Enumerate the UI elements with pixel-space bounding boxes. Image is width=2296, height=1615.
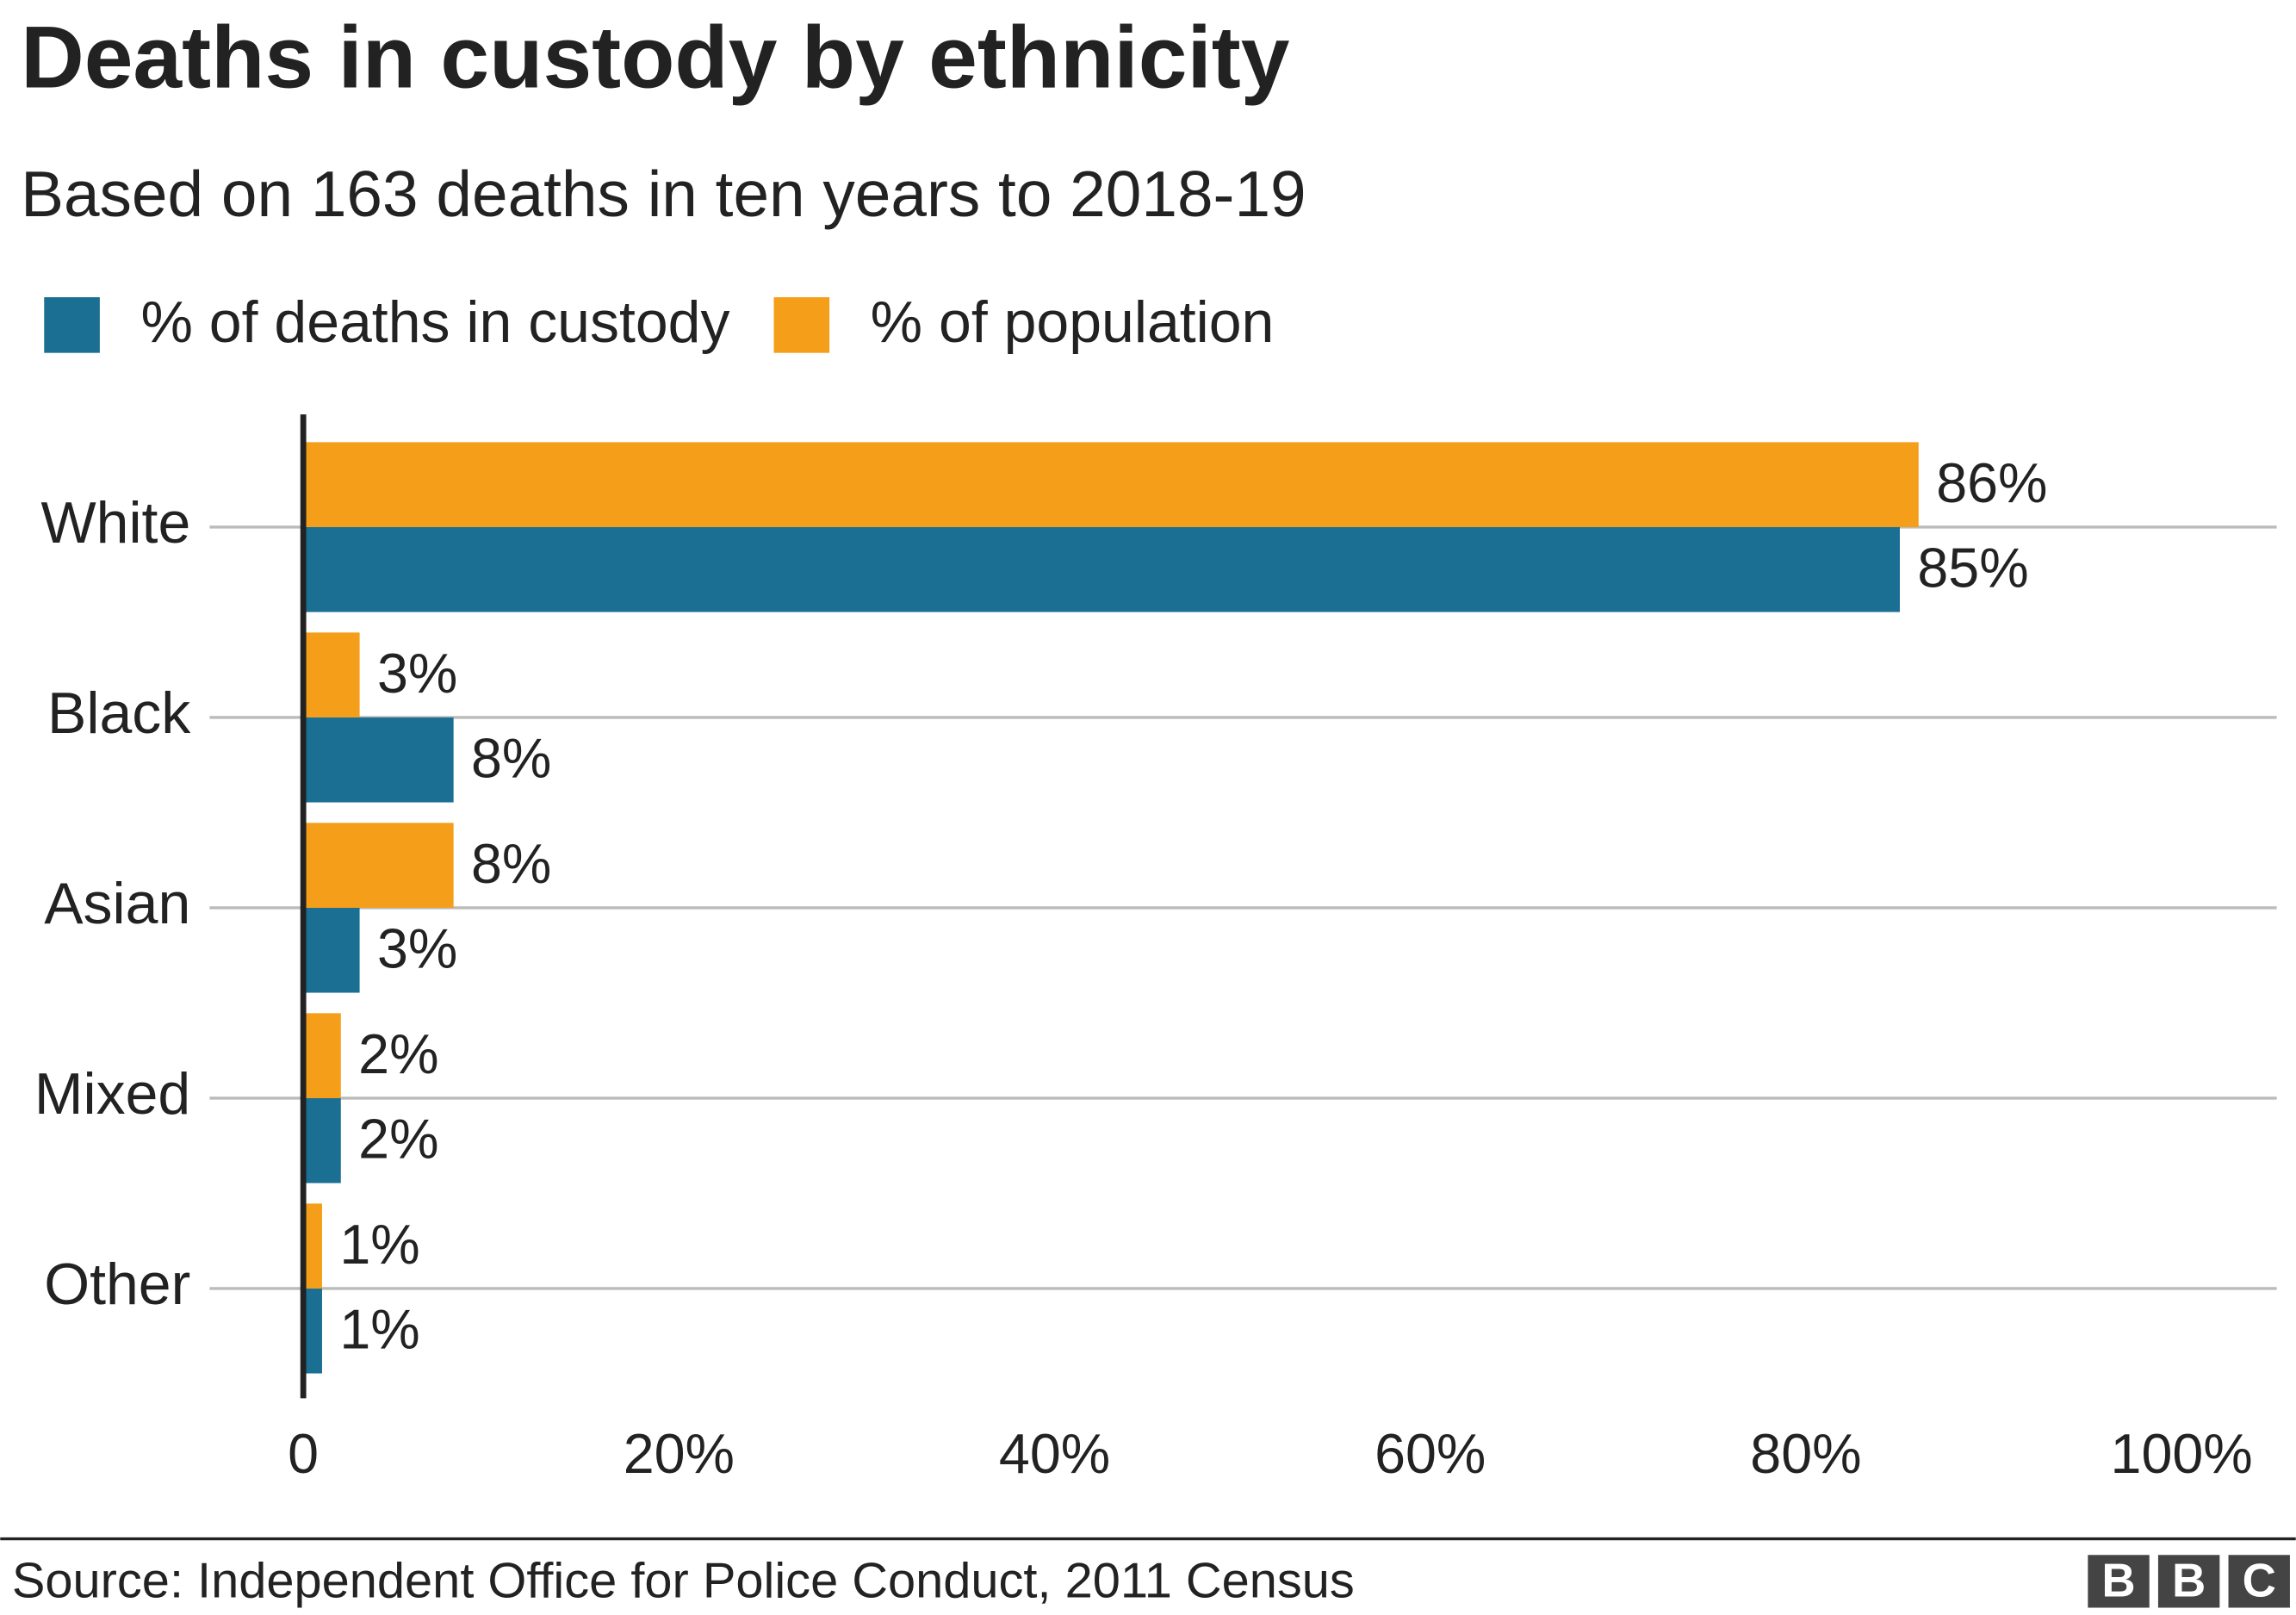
chart-title: Deaths in custody by ethnicity bbox=[21, 9, 1290, 107]
y-tick-label: Other bbox=[44, 1252, 190, 1317]
bar bbox=[303, 717, 454, 803]
chart-subtitle: Based on 163 deaths in ten years to 2018… bbox=[21, 158, 1306, 230]
bar bbox=[303, 526, 1900, 612]
y-tick-label: Black bbox=[47, 680, 191, 746]
y-tick-label: Asian bbox=[44, 871, 190, 936]
value-label: 2% bbox=[358, 1109, 438, 1171]
legend-swatch bbox=[44, 297, 100, 353]
logo-box bbox=[2157, 1555, 2220, 1608]
bar bbox=[303, 907, 360, 993]
y-tick-label: Mixed bbox=[34, 1061, 190, 1127]
logo-box bbox=[2228, 1555, 2290, 1608]
bar bbox=[303, 1203, 322, 1289]
value-label: 2% bbox=[358, 1023, 438, 1085]
y-tick-label: White bbox=[40, 490, 190, 556]
logo-letter: B bbox=[2172, 1555, 2206, 1607]
logo-letter: C bbox=[2243, 1555, 2276, 1607]
x-tick-label: 100% bbox=[2111, 1423, 2253, 1485]
bar bbox=[303, 1097, 341, 1183]
bar bbox=[303, 632, 360, 717]
bar bbox=[303, 442, 1919, 527]
legend-label: % of deaths in custody bbox=[140, 289, 729, 355]
value-label: 1% bbox=[339, 1214, 419, 1276]
bar bbox=[303, 1288, 322, 1374]
value-label: 3% bbox=[377, 918, 457, 980]
x-tick-label: 80% bbox=[1750, 1423, 1861, 1485]
value-label: 3% bbox=[377, 643, 457, 705]
value-label: 86% bbox=[1936, 452, 2047, 514]
value-label: 1% bbox=[339, 1299, 419, 1361]
logo-box bbox=[2088, 1555, 2150, 1608]
x-tick-label: 20% bbox=[624, 1423, 735, 1485]
value-label: 85% bbox=[1917, 537, 2028, 599]
legend-label: % of population bbox=[871, 289, 1275, 355]
bar bbox=[303, 823, 454, 908]
value-label: 8% bbox=[471, 728, 551, 790]
legend-swatch bbox=[773, 297, 830, 353]
bar bbox=[303, 1013, 341, 1098]
x-tick-label: 60% bbox=[1374, 1423, 1486, 1485]
x-tick-label: 40% bbox=[999, 1423, 1110, 1485]
logo-letter: B bbox=[2101, 1555, 2135, 1607]
x-tick-label: 0 bbox=[288, 1423, 319, 1485]
source: Source: Independent Office for Police Co… bbox=[12, 1554, 1355, 1609]
value-label: 8% bbox=[471, 833, 551, 895]
